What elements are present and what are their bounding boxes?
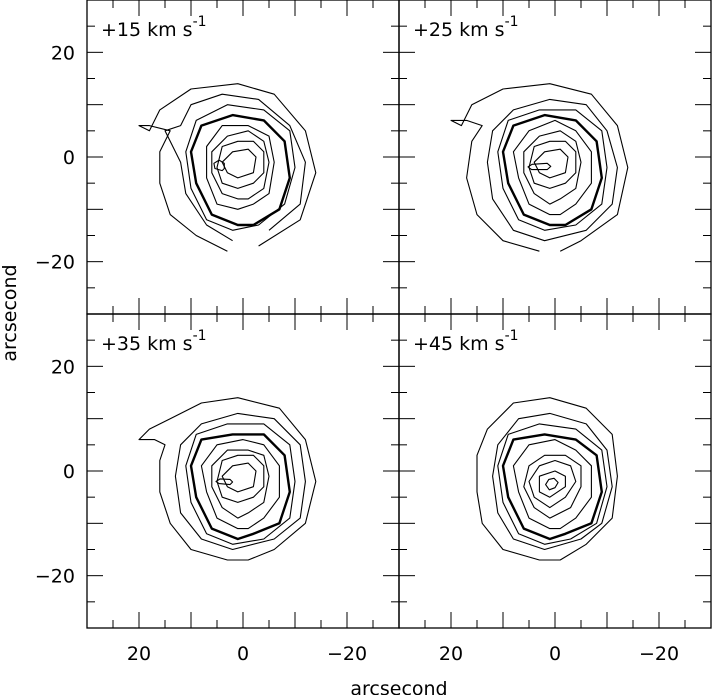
contour-8 bbox=[538, 470, 566, 498]
contour-9 bbox=[545, 477, 559, 491]
contour-4-thick bbox=[189, 433, 291, 541]
contour-1 bbox=[138, 397, 317, 561]
contour-5 bbox=[200, 439, 280, 530]
contour-1 bbox=[450, 83, 629, 252]
contour-4-thick bbox=[501, 113, 603, 227]
velocity-exponent: -1 bbox=[505, 14, 519, 30]
x-tick-label: 20 bbox=[439, 643, 463, 665]
y-tick-label: −20 bbox=[35, 252, 75, 274]
panel-1: +15 km s-1 bbox=[86, 0, 400, 315]
x-tick-label: −20 bbox=[639, 643, 679, 665]
contour-1 bbox=[138, 83, 317, 252]
contour-7 bbox=[216, 140, 265, 189]
velocity-exponent: -1 bbox=[193, 328, 207, 344]
contour-2 bbox=[492, 412, 613, 551]
panel-velocity-label: +25 km s-1 bbox=[413, 14, 519, 41]
x-tick-label: 0 bbox=[549, 643, 561, 665]
contour-5 bbox=[206, 125, 275, 210]
contour-9 bbox=[213, 159, 225, 172]
panel-velocity-label: +15 km s-1 bbox=[101, 14, 207, 41]
panel-velocity-label: +45 km s-1 bbox=[413, 328, 519, 355]
contour-9 bbox=[527, 162, 552, 171]
x-tick-label: 0 bbox=[237, 643, 249, 665]
contour-6 bbox=[523, 454, 582, 519]
contour-2 bbox=[164, 93, 306, 242]
contour-3 bbox=[497, 423, 608, 545]
y-axis-label: arcsecond bbox=[0, 264, 21, 361]
contour-6 bbox=[211, 449, 270, 519]
panel-frame bbox=[398, 0, 712, 315]
panel-3: +35 km s-1 bbox=[86, 313, 400, 629]
contour-7 bbox=[216, 454, 265, 503]
y-tick-label: 20 bbox=[51, 356, 75, 378]
contour-6 bbox=[211, 130, 270, 200]
contour-8 bbox=[221, 148, 257, 179]
velocity-exponent: -1 bbox=[505, 328, 519, 344]
panel-velocity-label: +35 km s-1 bbox=[101, 328, 207, 355]
contour-7 bbox=[528, 459, 577, 509]
y-tick-label: 20 bbox=[51, 42, 75, 64]
y-tick-label: 0 bbox=[63, 147, 75, 169]
contour-3 bbox=[185, 423, 296, 545]
panel-4: +45 km s-1 bbox=[398, 313, 712, 629]
x-tick-label: −20 bbox=[327, 643, 367, 665]
x-tick-label: 20 bbox=[127, 643, 151, 665]
contour-9 bbox=[215, 478, 234, 486]
panel-frame bbox=[86, 0, 400, 315]
contour-3 bbox=[497, 109, 608, 231]
contour-5 bbox=[512, 119, 592, 216]
contour-2 bbox=[486, 98, 618, 242]
contour-4-thick bbox=[189, 113, 291, 227]
y-tick-label: 0 bbox=[63, 461, 75, 483]
contour-8 bbox=[533, 148, 569, 179]
contour-1 bbox=[476, 397, 618, 561]
y-tick-label: −20 bbox=[35, 566, 75, 588]
contour-8 bbox=[221, 462, 257, 493]
contour-5 bbox=[512, 439, 592, 530]
contour-4-thick bbox=[501, 433, 603, 541]
contour-7 bbox=[528, 140, 577, 189]
contour-6 bbox=[523, 130, 582, 205]
contour-3 bbox=[185, 104, 296, 231]
panel-2: +25 km s-1 bbox=[398, 0, 712, 315]
x-axis-label: arcsecond bbox=[350, 678, 447, 695]
velocity-exponent: -1 bbox=[193, 14, 207, 30]
contour-2 bbox=[174, 412, 306, 551]
panel-frame bbox=[86, 313, 400, 629]
